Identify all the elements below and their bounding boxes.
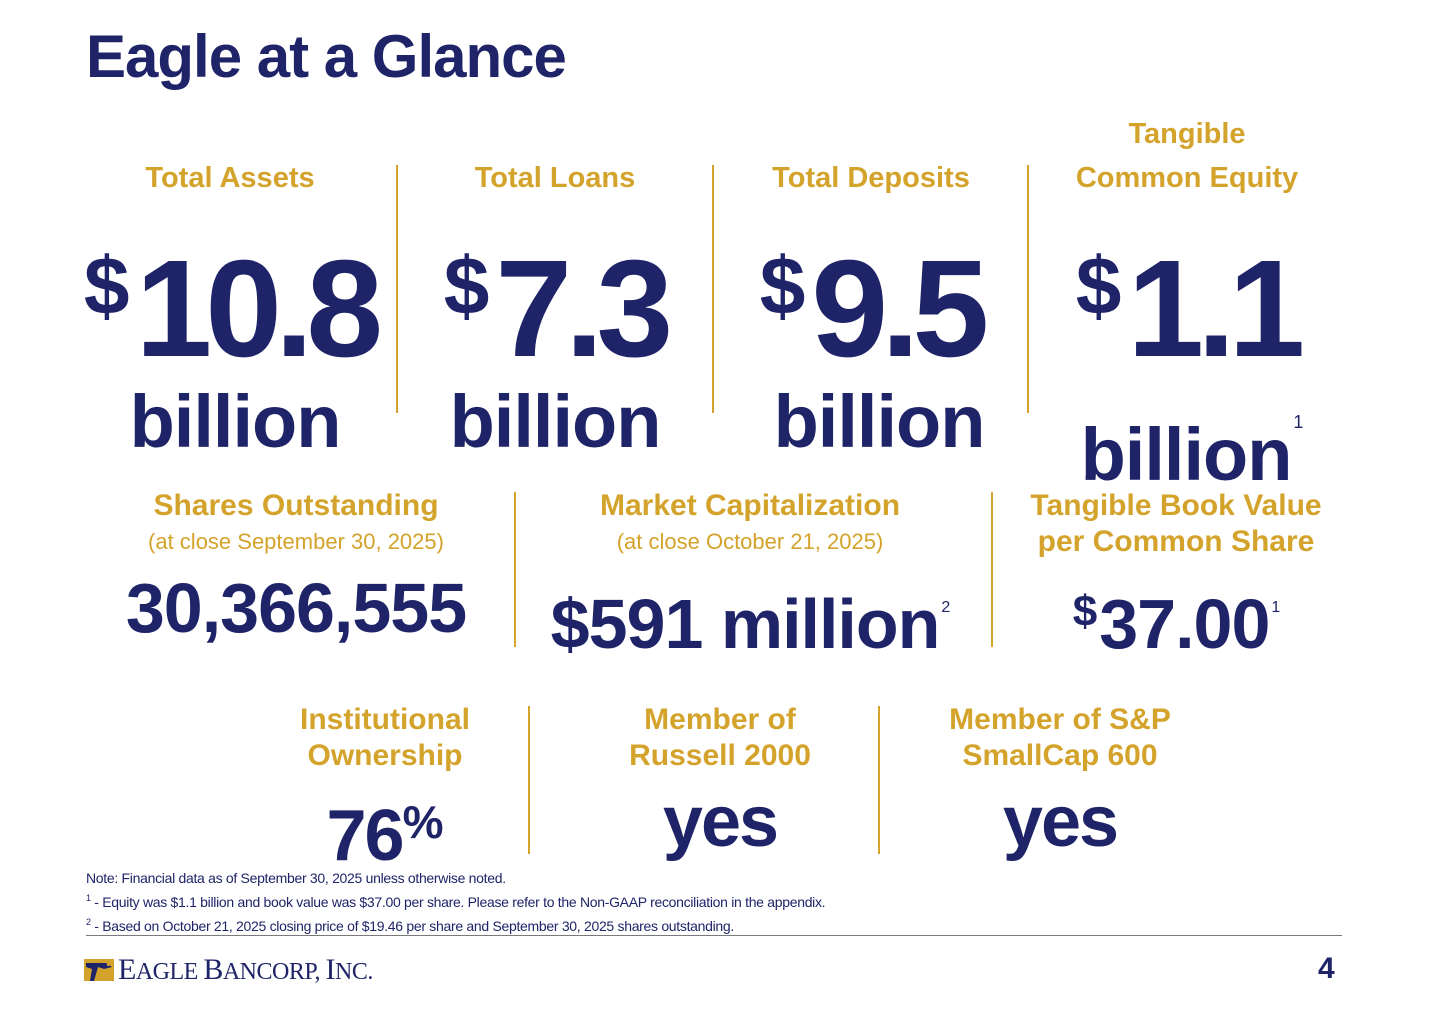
- footnote-marker: 1: [1293, 412, 1304, 432]
- metric-value: $591 million: [550, 585, 941, 663]
- currency-symbol: $: [759, 241, 806, 332]
- metric-label: Market Capitalization: [599, 489, 901, 522]
- metric-unit: billion: [449, 380, 662, 463]
- metric-total-loans: Total Loans $7.3 billion: [400, 156, 710, 462]
- metric-value-line: $591 million 2: [520, 568, 980, 664]
- page-number: 4: [1318, 952, 1335, 985]
- metric-label: Total Assets: [145, 162, 315, 194]
- divider: [1027, 165, 1029, 413]
- footnote-marker: 1: [1271, 599, 1280, 616]
- metric-label-line1: Institutional: [300, 703, 470, 736]
- metric-sp-smallcap-600: Member of S&P SmallCap 600 yes: [900, 702, 1220, 862]
- note-line: Note: Financial data as of September 30,…: [86, 870, 506, 886]
- metric-sublabel: (at close September 30, 2025): [148, 529, 444, 554]
- currency-symbol: $: [1075, 241, 1122, 332]
- metric-tangible-book-value: Tangible Book Value per Common Share $37…: [1000, 488, 1352, 664]
- metric-unit: billion: [129, 380, 342, 463]
- metric-value: 30,366,555: [125, 569, 467, 647]
- metric-amount: $10.8: [70, 218, 390, 378]
- unit-text: billion: [1080, 413, 1293, 496]
- metric-label-line1: Member of S&P: [949, 703, 1171, 736]
- currency-symbol: $: [1072, 587, 1098, 636]
- metric-amount: $7.3: [400, 218, 710, 378]
- metric-label-line1: Tangible Book Value: [1030, 489, 1322, 522]
- metric-value: yes: [1002, 782, 1119, 862]
- metric-value-line: $37.00 1: [1000, 568, 1352, 664]
- note-marker: 2: [86, 917, 91, 927]
- divider: [991, 492, 993, 647]
- note-marker: 1: [86, 893, 91, 903]
- currency-symbol: $: [83, 241, 130, 332]
- eagle-icon: [84, 955, 114, 985]
- metric-label-line2: Ownership: [307, 739, 463, 772]
- metric-total-deposits: Total Deposits $9.5 billion: [716, 156, 1026, 462]
- metric-value: 7.3: [495, 232, 673, 386]
- footnote-marker: 2: [941, 599, 950, 616]
- logo-wordmark: EAGLE BANCORP, INC.: [118, 953, 373, 986]
- metric-value: 9.5: [811, 232, 989, 386]
- metric-label-line1: Tangible: [1128, 118, 1246, 150]
- metric-label-line2: per Common Share: [1037, 525, 1315, 558]
- currency-symbol: $: [443, 241, 490, 332]
- metric-label-line2: SmallCap 600: [962, 739, 1158, 772]
- metric-value: 37.00: [1099, 585, 1270, 663]
- metric-label: Total Deposits: [772, 162, 970, 194]
- metric-label: Total Loans: [474, 162, 636, 194]
- page-title: Eagle at a Glance: [86, 23, 567, 90]
- metric-value: 1.1: [1127, 232, 1305, 386]
- divider: [396, 165, 398, 413]
- metric-unit: billion 1: [1032, 382, 1342, 495]
- note-text: - Based on October 21, 2025 closing pric…: [90, 918, 734, 934]
- metric-label: Common Equity: [1075, 162, 1299, 194]
- metric-value: 76: [326, 796, 405, 876]
- divider: [878, 706, 880, 854]
- company-logo: EAGLE BANCORP, INC.: [84, 952, 373, 988]
- metric-shares-outstanding: Shares Outstanding (at close September 3…: [86, 488, 506, 648]
- metric-value: yes: [662, 782, 779, 862]
- footer-divider: [86, 935, 1342, 936]
- metric-label-line2: Russell 2000: [629, 739, 811, 772]
- metric-total-assets: Total Assets $10.8 billion: [70, 156, 390, 462]
- metric-sublabel: (at close October 21, 2025): [616, 529, 884, 554]
- metric-unit: billion: [773, 380, 986, 463]
- metric-tangible-common-equity: Tangible Common Equity $1.1 billion 1: [1032, 112, 1342, 495]
- divider: [712, 165, 714, 413]
- footnotes: Note: Financial data as of September 30,…: [86, 868, 826, 936]
- divider: [528, 706, 530, 854]
- divider: [514, 492, 516, 647]
- metric-label-line1: Member of: [644, 703, 796, 736]
- metric-institutional-ownership: Institutional Ownership 76%: [240, 702, 530, 876]
- metric-russell-2000: Member of Russell 2000 yes: [560, 702, 880, 862]
- metric-amount: $1.1: [1032, 218, 1342, 378]
- metric-value-line: 76%: [240, 782, 530, 876]
- note-text: - Equity was $1.1 billion and book value…: [90, 894, 826, 910]
- metric-value: 10.8: [135, 232, 384, 386]
- metric-market-capitalization: Market Capitalization (at close October …: [520, 488, 980, 664]
- note-line: 1 - Equity was $1.1 billion and book val…: [86, 888, 826, 912]
- metric-label: Shares Outstanding: [153, 489, 439, 522]
- percent-symbol: %: [402, 796, 444, 848]
- note-line: 2 - Based on October 21, 2025 closing pr…: [86, 912, 825, 936]
- metric-amount: $9.5: [716, 218, 1026, 378]
